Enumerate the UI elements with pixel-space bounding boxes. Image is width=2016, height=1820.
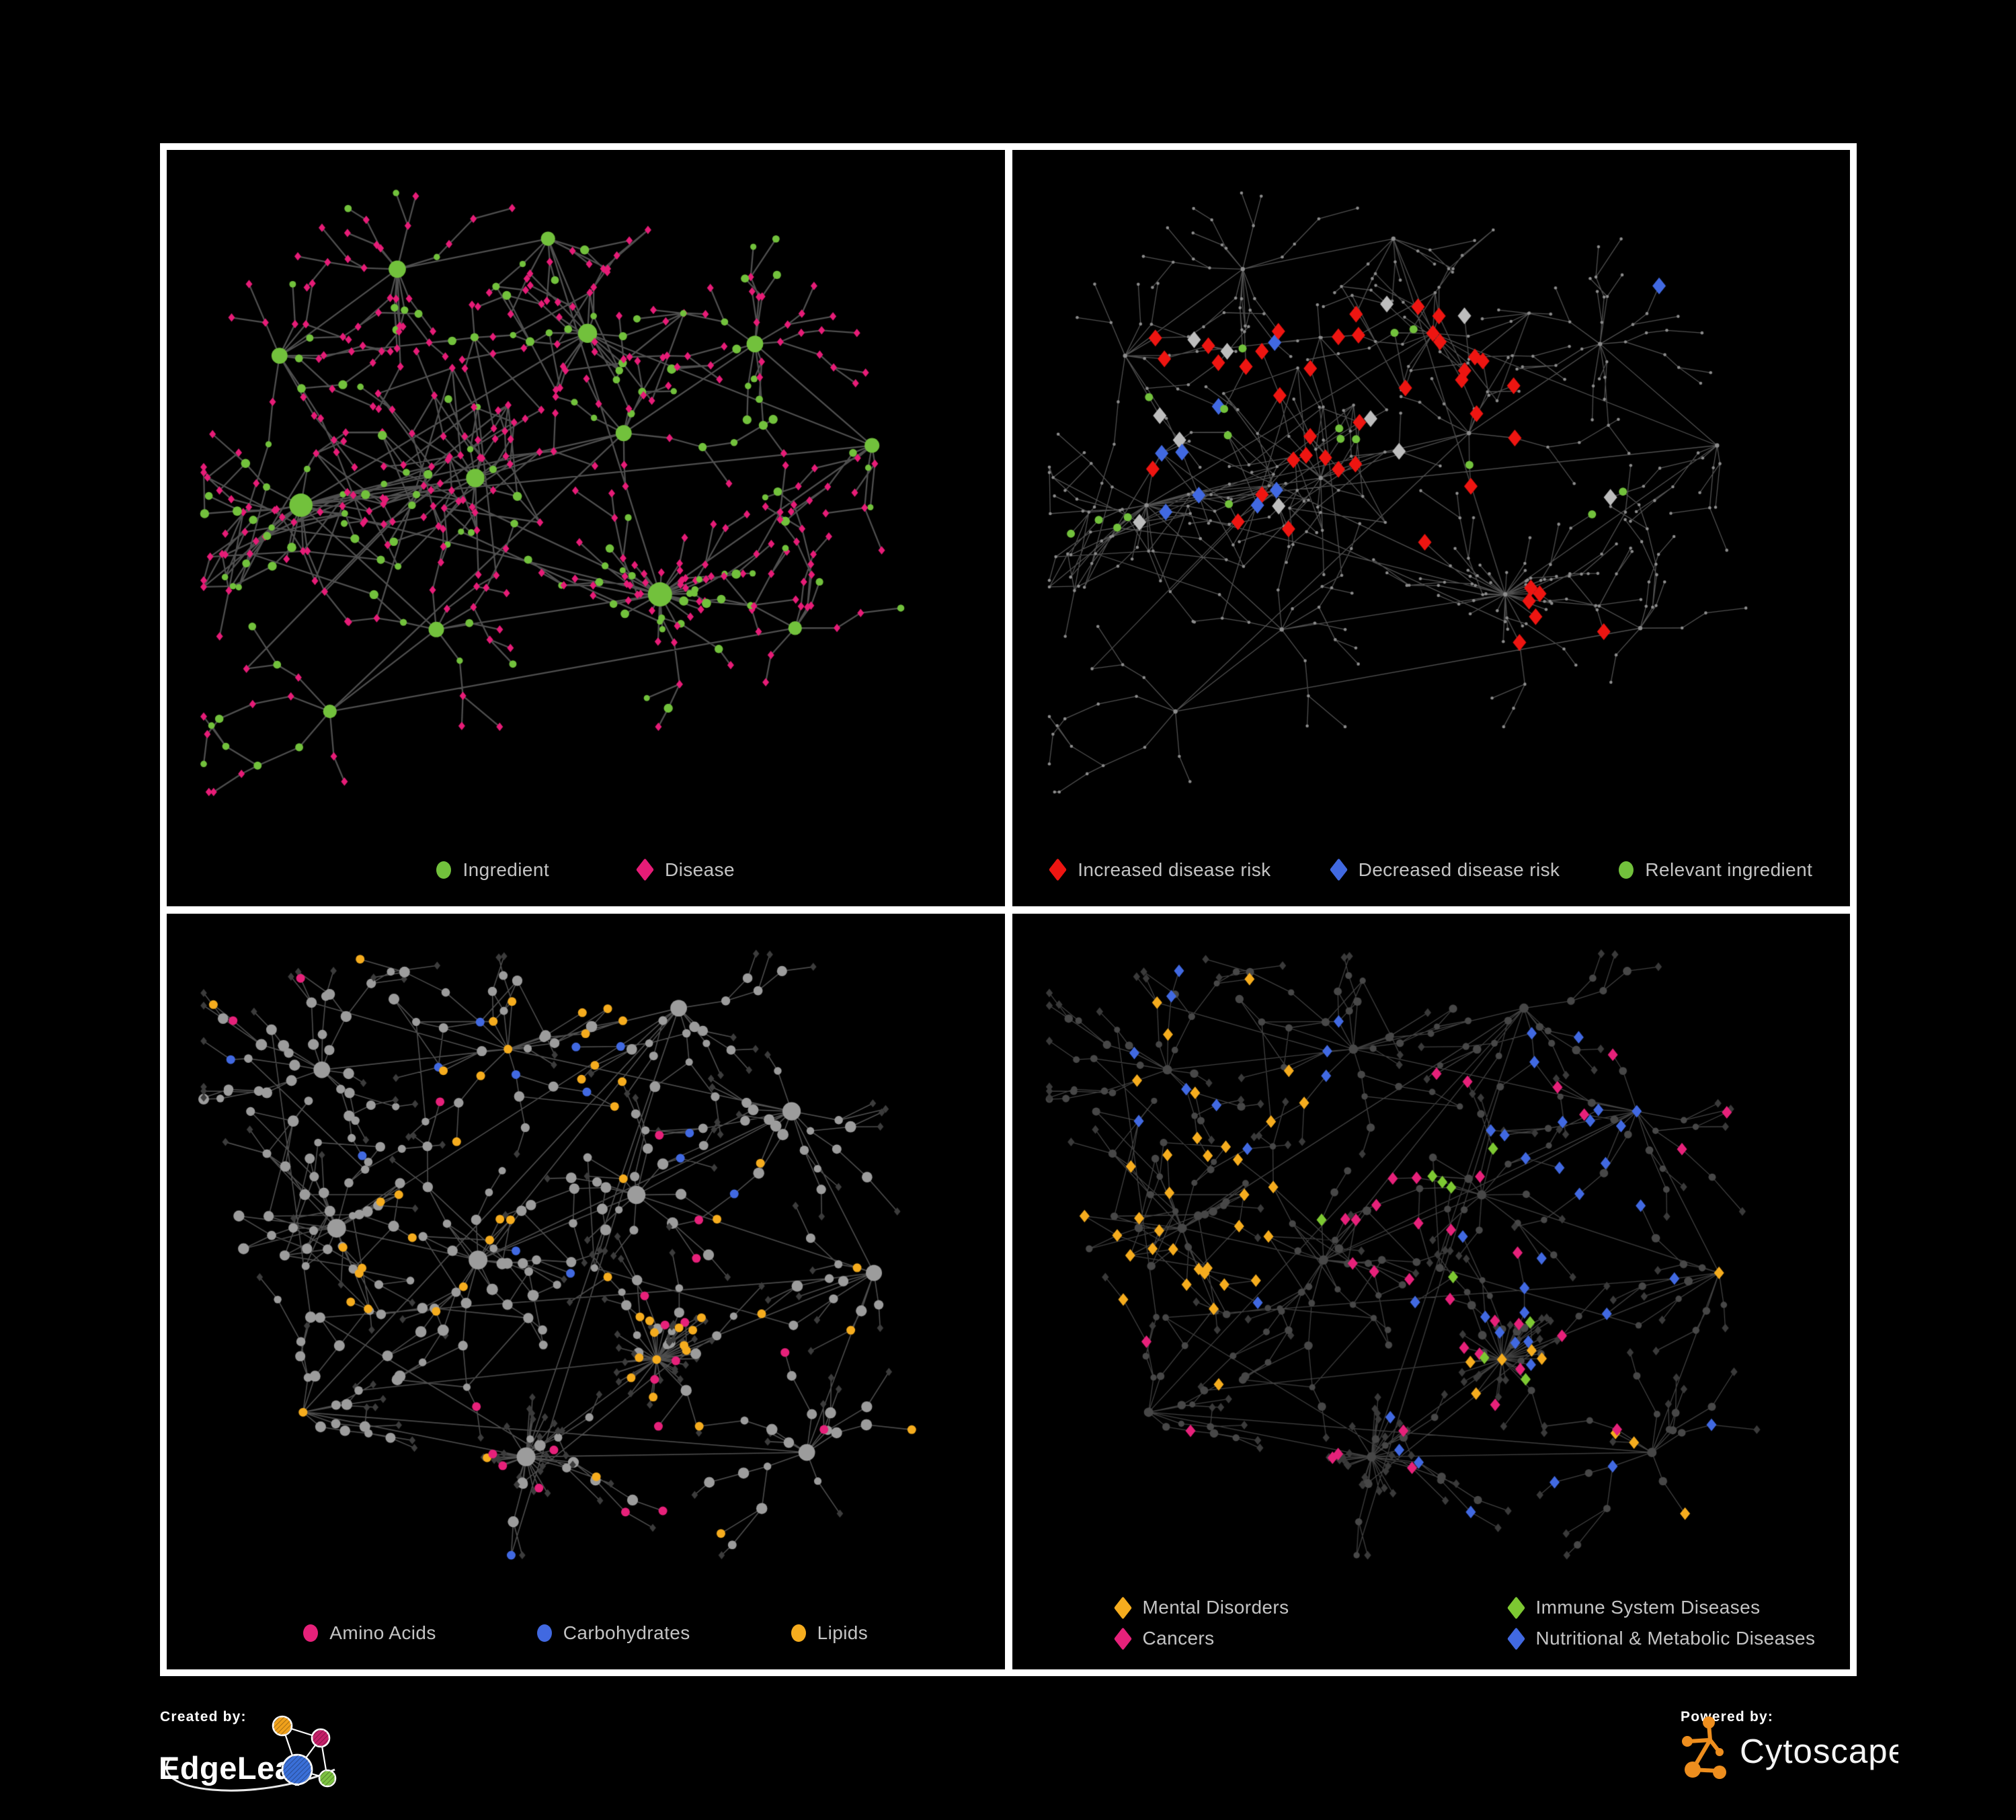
- edgeleap-network-icon: [272, 1715, 337, 1788]
- legend-disease-classes: Mental Disorders Immune System Diseases …: [1113, 1595, 1816, 1651]
- nutritional-metabolic-diseases-marker-icon: [1506, 1626, 1525, 1651]
- legend-label-immune-system-diseases: Immune System Diseases: [1535, 1597, 1761, 1618]
- legend-item-cancers: Cancers: [1113, 1626, 1508, 1651]
- immune-system-diseases-marker-icon: [1506, 1595, 1525, 1620]
- legend-label-decreased-risk: Decreased disease risk: [1358, 859, 1560, 880]
- legend-item-decreased-risk: Decreased disease risk: [1329, 858, 1560, 881]
- increased-risk-marker-icon: [1049, 858, 1067, 881]
- legend-item-disease: Disease: [636, 858, 735, 881]
- legend-macronutrients: Amino Acids Carbohydrates Lipids: [167, 1622, 1005, 1644]
- legend-label-mental-disorders: Mental Disorders: [1142, 1597, 1289, 1618]
- legend-item-carbohydrates: Carbohydrates: [536, 1622, 690, 1644]
- legend-label-disease: Disease: [665, 859, 735, 880]
- network-canvas-ingredient-disease: [167, 150, 1005, 906]
- panel-ingredient-disease: Ingredient Disease: [167, 150, 1005, 906]
- cytoscape-network-nodes: [1682, 1716, 1726, 1779]
- legend-label-increased-risk: Increased disease risk: [1078, 859, 1271, 880]
- legend-ingredient-disease: Ingredient Disease: [167, 858, 1005, 881]
- relevant-ingredient-marker-icon: [1619, 861, 1634, 879]
- network-canvas-macronutrients: [167, 913, 1005, 1669]
- amino-acids-marker-icon: [303, 1624, 319, 1642]
- legend-item-mental-disorders: Mental Disorders: [1113, 1595, 1508, 1620]
- legend-item-increased-risk: Increased disease risk: [1049, 858, 1271, 881]
- disease-marker-icon: [636, 858, 654, 881]
- legend-item-ingredient: Ingredient: [436, 859, 549, 881]
- legend-label-nutritional-metabolic-diseases: Nutritional & Metabolic Diseases: [1535, 1628, 1816, 1649]
- legend-item-nutritional-metabolic-diseases: Nutritional & Metabolic Diseases: [1506, 1626, 1816, 1651]
- edgeleap-credit: Created by: EdgeLeap: [155, 1704, 387, 1815]
- decreased-risk-marker-icon: [1329, 858, 1348, 881]
- mental-disorders-marker-icon: [1113, 1595, 1132, 1620]
- panel-disease-classes: Mental Disorders Immune System Diseases …: [1012, 913, 1850, 1669]
- carbohydrates-marker-icon: [536, 1624, 552, 1642]
- lipids-marker-icon: [791, 1624, 806, 1642]
- cytoscape-logo-text: Cytoscape: [1740, 1732, 1898, 1770]
- legend-item-relevant-ingredient: Relevant ingredient: [1619, 859, 1812, 881]
- ingredient-marker-icon: [436, 861, 452, 879]
- legend-disease-risk: Increased disease risk Decreased disease…: [1012, 858, 1851, 881]
- network-canvas-disease-classes: [1012, 913, 1850, 1669]
- powered-by-label: Powered by:: [1681, 1709, 1773, 1725]
- edgeleap-logo: Created by: EdgeLeap: [159, 1709, 337, 1792]
- four-panel-figure-frame: Ingredient Disease Increased disease ris…: [160, 143, 1857, 1676]
- legend-label-carbohydrates: Carbohydrates: [563, 1622, 690, 1643]
- legend-item-lipids: Lipids: [791, 1622, 869, 1644]
- network-canvas-disease-risk: [1012, 150, 1850, 906]
- panel-disease-risk: Increased disease risk Decreased disease…: [1012, 150, 1851, 906]
- cytoscape-logo: Powered by: Cytoscape: [1681, 1709, 1907, 1779]
- panel-macronutrients: Amino Acids Carbohydrates Lipids: [167, 913, 1005, 1669]
- cytoscape-credit: Powered by: Cytoscape: [1677, 1705, 1907, 1796]
- legend-label-relevant-ingredient: Relevant ingredient: [1645, 859, 1813, 880]
- cancers-marker-icon: [1113, 1626, 1132, 1651]
- created-by-label: Created by:: [160, 1709, 247, 1725]
- legend-label-lipids: Lipids: [817, 1622, 869, 1643]
- legend-item-immune-system-diseases: Immune System Diseases: [1506, 1595, 1816, 1620]
- legend-item-amino-acids: Amino Acids: [303, 1622, 436, 1644]
- legend-label-amino-acids: Amino Acids: [329, 1622, 436, 1643]
- legend-label-cancers: Cancers: [1142, 1628, 1215, 1649]
- legend-label-ingredient: Ingredient: [462, 859, 550, 880]
